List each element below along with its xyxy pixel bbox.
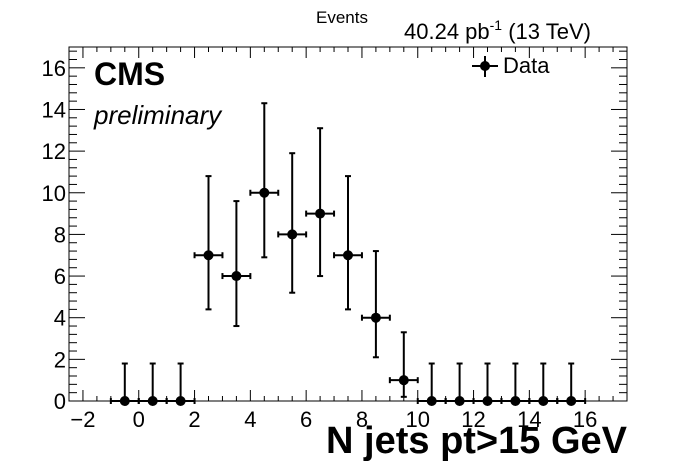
x-tick-label: 4 <box>244 407 256 432</box>
x-tick-label: 2 <box>188 407 200 432</box>
x-axis: −2 0 2 4 6 8 10 12 14 16 <box>68 47 628 432</box>
x-tick-label: 0 <box>133 407 145 432</box>
y-tick-label: 0 <box>54 389 66 414</box>
x-tick-label: 10 <box>406 407 430 432</box>
luminosity-label: 40.24 pb-1 (13 TeV) <box>404 17 591 44</box>
data-marker <box>147 396 158 406</box>
data-marker <box>231 271 242 282</box>
data-point <box>444 362 475 406</box>
chart-title: Events <box>316 8 368 27</box>
y-tick-label: 12 <box>42 139 66 164</box>
x-tick-label: 6 <box>300 407 312 432</box>
data-marker <box>370 312 381 323</box>
y-tick-label: 16 <box>42 56 66 81</box>
data-marker <box>426 396 437 406</box>
data-marker <box>315 208 326 219</box>
legend-marker <box>480 61 490 71</box>
x-tick-label: 16 <box>573 407 597 432</box>
status-label: preliminary <box>93 100 223 130</box>
data-marker <box>538 396 549 406</box>
data-marker <box>510 396 521 406</box>
y-tick-label: 14 <box>42 97 66 122</box>
data-series <box>109 102 587 406</box>
x-tick-label: 14 <box>517 407 541 432</box>
y-tick-label: 4 <box>54 306 66 331</box>
y-tick-label: 2 <box>54 347 66 372</box>
y-tick-label: 8 <box>54 222 66 247</box>
data-marker <box>482 396 493 406</box>
experiment-label: CMS <box>94 56 165 92</box>
legend-entry-data: Data <box>503 53 550 78</box>
data-point <box>472 362 503 406</box>
data-point <box>528 362 559 406</box>
data-point <box>305 127 336 278</box>
x-tick-label: 12 <box>461 407 485 432</box>
data-point <box>249 102 280 259</box>
data-marker <box>343 250 353 261</box>
data-marker <box>175 396 186 406</box>
y-tick-label: 6 <box>54 264 66 289</box>
data-point <box>277 152 308 294</box>
data-point <box>221 200 252 328</box>
data-point <box>556 362 587 406</box>
data-marker <box>454 396 465 406</box>
legend: Data <box>472 53 550 78</box>
x-tick-label: −2 <box>70 407 95 432</box>
data-marker <box>259 187 270 198</box>
y-tick-label: 10 <box>42 181 66 206</box>
x-axis-label: N jets pt>15 GeV <box>326 420 628 462</box>
data-point <box>360 250 391 359</box>
data-marker <box>203 250 214 261</box>
data-marker <box>119 396 130 406</box>
data-marker <box>398 375 409 386</box>
data-marker <box>566 396 577 406</box>
data-point <box>193 175 224 311</box>
data-marker <box>287 229 298 240</box>
data-point <box>333 175 363 311</box>
data-point <box>165 362 196 406</box>
x-tick-label: 8 <box>356 407 368 432</box>
y-axis: 0 2 4 6 8 10 12 14 16 <box>42 50 627 414</box>
data-point <box>388 331 419 398</box>
